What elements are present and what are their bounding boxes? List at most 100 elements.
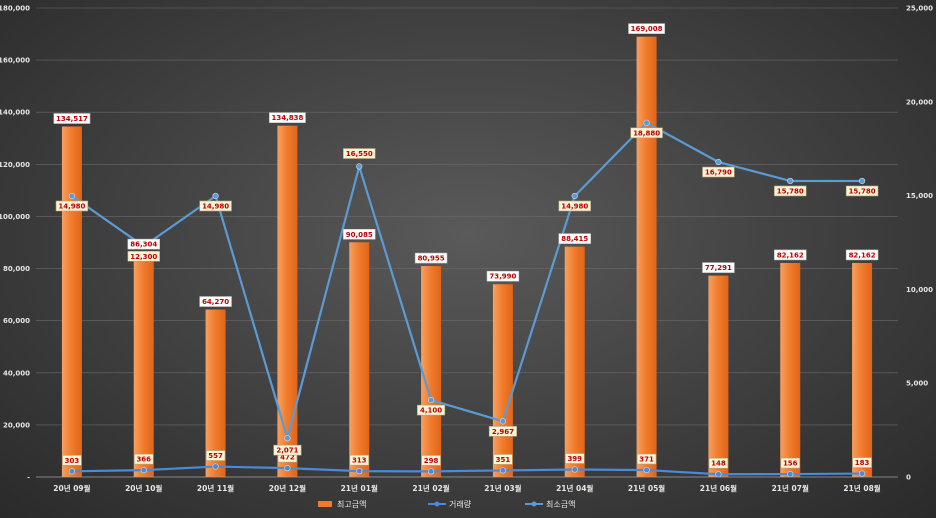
series-line [71,465,863,476]
series-point [427,468,435,475]
volume-data-label-box [780,457,800,469]
bar-data-label: 134,838 [271,114,303,122]
volume-data-label-box [134,453,154,465]
x-axis-tick: 21년 03월 [484,483,521,493]
min-price-data-label: 15,780 [777,187,804,195]
bar-data-label: 169,008 [631,25,663,33]
min-price-data-label-box [199,200,232,212]
volume-data-label-box [62,455,82,466]
x-axis-tick: 21년 06월 [700,483,737,493]
right-axis-tick: 5,000 [906,380,928,388]
data-labels: 134,517 86,304 64,270 134,838 90,085 80,955 73… [53,23,879,469]
x-axis-tick: 20년 10월 [125,483,162,493]
volume-data-label: 399 [567,455,582,463]
volume-data-label: 303 [65,457,80,465]
min-price-data-label: 18,880 [633,129,660,137]
min-price-data-label: 2,967 [492,428,514,436]
legend-label: 최소금액 [546,499,575,509]
series-point [356,468,363,475]
volume-data-label: 371 [639,456,654,464]
min-price-data-label: 12,300 [130,253,157,261]
bar-data-label: 82,162 [777,251,804,259]
left-axis-tick: 160,000 [0,57,30,65]
bar-data-label-box [53,113,91,124]
bar-series [61,36,873,478]
volume-data-label: 351 [496,456,511,464]
series-point [571,466,578,473]
series-point [427,396,435,404]
volume-data-label: 298 [424,457,439,465]
bar [636,36,657,478]
min-price-data-label: 14,980 [202,202,229,210]
bar-data-label-box [558,233,591,244]
series-point [68,468,76,475]
min-price-data-label: 14,980 [58,202,85,210]
series-point [284,435,291,442]
volume-data-label-box [852,457,872,468]
x-axis-tick: 20년 09월 [53,483,90,493]
legend-marker [434,501,440,507]
min-price-data-label: 16,790 [705,169,732,177]
right-axis-tick: 10,000 [906,286,933,294]
min-price-data-label-box [55,200,89,212]
x-axis-tick: 21년 01월 [341,483,378,493]
volume-data-label: 156 [783,460,798,468]
bar [492,284,513,477]
min-price-data-label-box [702,166,735,178]
min-price-data-label: 16,550 [346,150,373,158]
bar-data-label: 134,517 [56,115,88,123]
left-axis-tick: 60,000 [3,317,30,325]
volume-data-label-box [636,453,657,465]
bar [852,262,873,477]
series-point [499,467,507,474]
min-price-data-label: 4,100 [420,407,442,415]
x-axis-tick: 21년 08월 [843,483,880,493]
right-axis-tick: 15,000 [906,192,933,200]
bar [708,275,729,477]
bar-data-label-box [269,112,306,123]
min-price-data-label-box [630,127,663,139]
min-price-data-label: 14,980 [561,202,588,210]
min-price-data-label-box [488,426,517,437]
volume-data-label-box [205,450,226,461]
series-point [787,177,794,185]
bar [421,266,442,477]
left-axis-tick: 40,000 [3,369,30,377]
right-axis-tick: 0 [906,474,911,482]
bar-data-label-box [343,228,376,240]
axes: - 20,000 40,000 60,000 80,000 100,000 120,000 1… [0,5,933,494]
bar-data-label: 73,990 [489,273,516,281]
bar-data-label-box [702,262,735,273]
bar-data-label: 88,415 [561,235,588,243]
left-axis-tick: - [27,474,30,482]
series-point [68,192,76,200]
x-axis-tick: 21년 04월 [556,483,593,493]
series-point [858,177,866,185]
bar-data-label-box [486,270,520,282]
series-point [571,192,578,200]
left-axis-tick: 120,000 [0,161,30,169]
min-price-data-label-box [417,404,446,416]
series-point [643,119,650,126]
series-point [715,158,722,166]
legend-label: 최고금액 [337,499,366,509]
x-axis-tick: 21년 07월 [772,483,809,493]
min-price-data-label-box [558,200,591,212]
bar [205,309,226,477]
volume-data-label: 366 [136,456,151,464]
series-point [499,418,507,425]
right-axis-tick: 20,000 [906,98,933,106]
volume-data-label-box [421,455,441,466]
left-axis-tick: 140,000 [0,109,30,117]
bar-data-label: 80,955 [418,255,445,263]
volume-data-label-box [708,457,729,469]
bar-data-label: 90,085 [346,231,373,239]
bar-data-label-box [774,249,807,261]
legend-swatch [318,501,332,507]
bar [564,246,585,477]
bar-data-label: 64,270 [202,298,229,306]
series-point [787,470,794,478]
min-price-data-label-box [774,185,807,197]
series-point [858,470,866,477]
